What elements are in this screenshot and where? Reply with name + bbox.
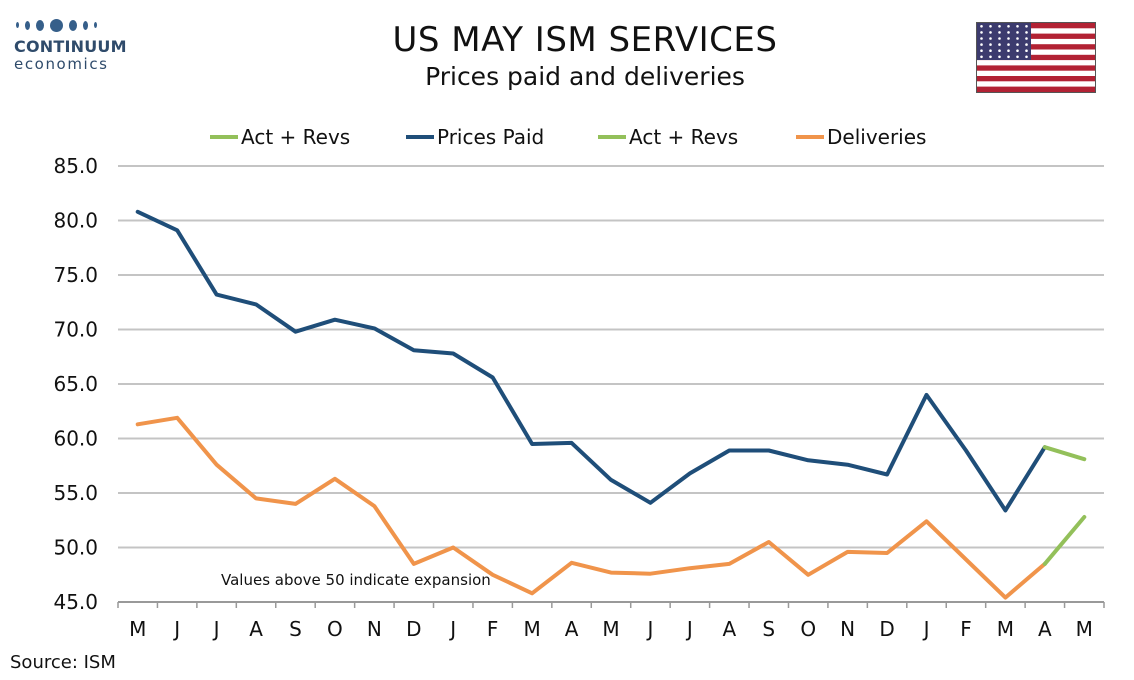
x-tick-label: M (523, 617, 540, 641)
x-tick-label: F (960, 617, 972, 641)
x-tick-label: A (565, 617, 579, 641)
chart-title: US MAY ISM SERVICES (392, 20, 778, 60)
x-tick-label: A (249, 617, 263, 641)
legend-label: Deliveries (827, 125, 926, 149)
series-line-deliveries-2 (135, 415, 1047, 600)
y-tick-label: 75.0 (53, 263, 98, 287)
us-flag-icon (976, 22, 1096, 93)
x-tick-label: J (212, 617, 220, 641)
x-tick-label: A (722, 617, 736, 641)
x-tick-label: M (997, 617, 1014, 641)
source-note: Source: ISM (10, 652, 116, 673)
x-tick-label: M (1076, 617, 1093, 641)
y-tick-label: 65.0 (53, 372, 98, 396)
y-tick-label: 55.0 (53, 481, 98, 505)
x-tick-label: N (840, 617, 855, 641)
legend-label: Prices Paid (437, 125, 544, 149)
x-tick-label: F (487, 617, 499, 641)
x-tick-label: A (1038, 617, 1052, 641)
y-tick-label: 80.0 (53, 209, 98, 233)
legend: Act + Revs Prices Paid Act + Revs Deliverie… (210, 125, 926, 149)
legend-label: Act + Revs (629, 125, 738, 149)
x-tick-label: J (922, 617, 930, 641)
series-lines (135, 209, 1087, 600)
x-tick-label: M (129, 617, 146, 641)
x-tick-label: J (685, 617, 693, 641)
logo-dots (14, 14, 134, 36)
y-tick-label: 50.0 (53, 536, 98, 560)
x-tick-label: M (602, 617, 619, 641)
x-tick-label: N (367, 617, 382, 641)
x-tick-label: S (762, 617, 775, 641)
y-tick-label: 60.0 (53, 427, 98, 451)
x-tick-label: D (879, 617, 894, 641)
annotation: Values above 50 indicate expansion (221, 571, 491, 589)
y-axis-ticks: 85.0 80.0 75.0 70.0 65.0 60.0 55.0 50.0 45.0 (53, 154, 98, 614)
logo-wordmark: CONTINUUM (14, 37, 127, 56)
series-line-act-revs-3 (1042, 515, 1087, 566)
chart-subtitle: Prices paid and deliveries (425, 62, 745, 91)
x-tick-label: J (448, 617, 456, 641)
y-tick-label: 70.0 (53, 318, 98, 342)
legend-label: Act + Revs (241, 125, 350, 149)
logo-subwordmark: economics (14, 55, 109, 73)
x-tick-label: D (406, 617, 421, 641)
x-tick-label: O (800, 617, 816, 641)
x-tick-label: J (645, 617, 653, 641)
continuum-logo: CONTINUUM economics (14, 14, 134, 78)
series-line-prices-paid-0 (135, 209, 1047, 513)
y-tick-label: 45.0 (53, 590, 98, 614)
gridlines (118, 165, 1104, 549)
x-tick-label: S (289, 617, 302, 641)
series-line-act-revs-1 (1042, 445, 1087, 462)
x-tick-label: J (172, 617, 180, 641)
x-tick-label: O (327, 617, 343, 641)
y-tick-label: 85.0 (53, 154, 98, 178)
